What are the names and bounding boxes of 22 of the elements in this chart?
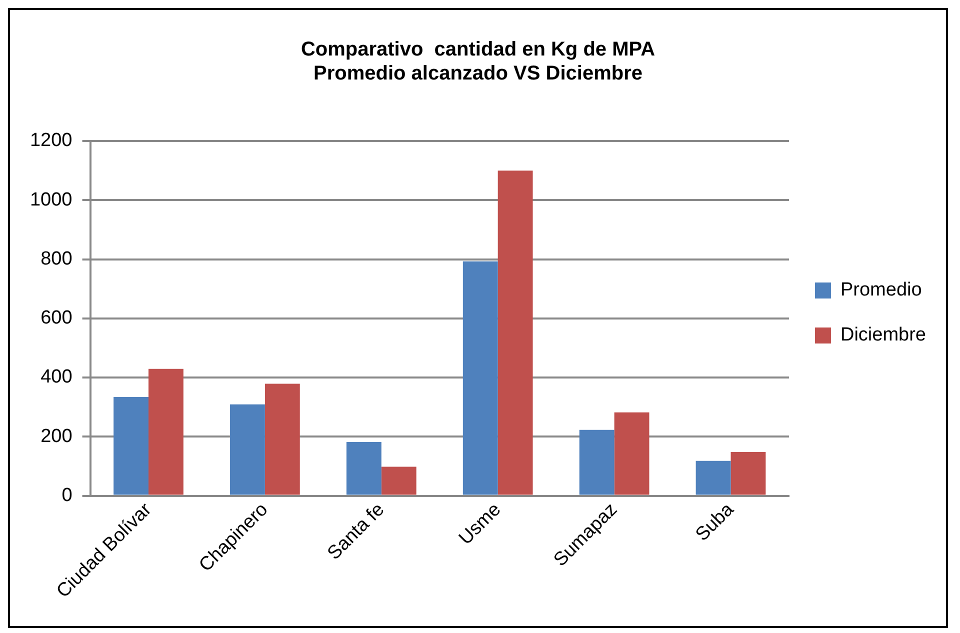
y-tick-label: 800	[40, 248, 72, 270]
legend-label: Diciembre	[840, 324, 926, 346]
y-tick-label: 1200	[30, 130, 72, 152]
y-tick-label: 600	[40, 308, 72, 329]
bar	[264, 384, 300, 495]
bar	[579, 430, 614, 495]
bar	[696, 460, 731, 495]
bar	[614, 412, 650, 495]
y-tick-label: 200	[40, 426, 72, 447]
bar	[730, 452, 766, 495]
bar	[230, 404, 265, 495]
y-tick-label: 400	[40, 366, 72, 388]
y-tick-label: 1000	[30, 189, 72, 210]
y-tick-label: 0	[62, 484, 72, 506]
bar	[462, 261, 498, 495]
bar	[498, 170, 533, 495]
chart-title: Comparativo cantidad en Kg de MPA Promedio alcanzado VS Diciembre	[300, 38, 656, 85]
legend-label: Promedio	[840, 280, 922, 301]
bar	[381, 466, 416, 495]
bar	[346, 442, 382, 495]
bar	[148, 368, 184, 495]
bar	[114, 397, 148, 495]
